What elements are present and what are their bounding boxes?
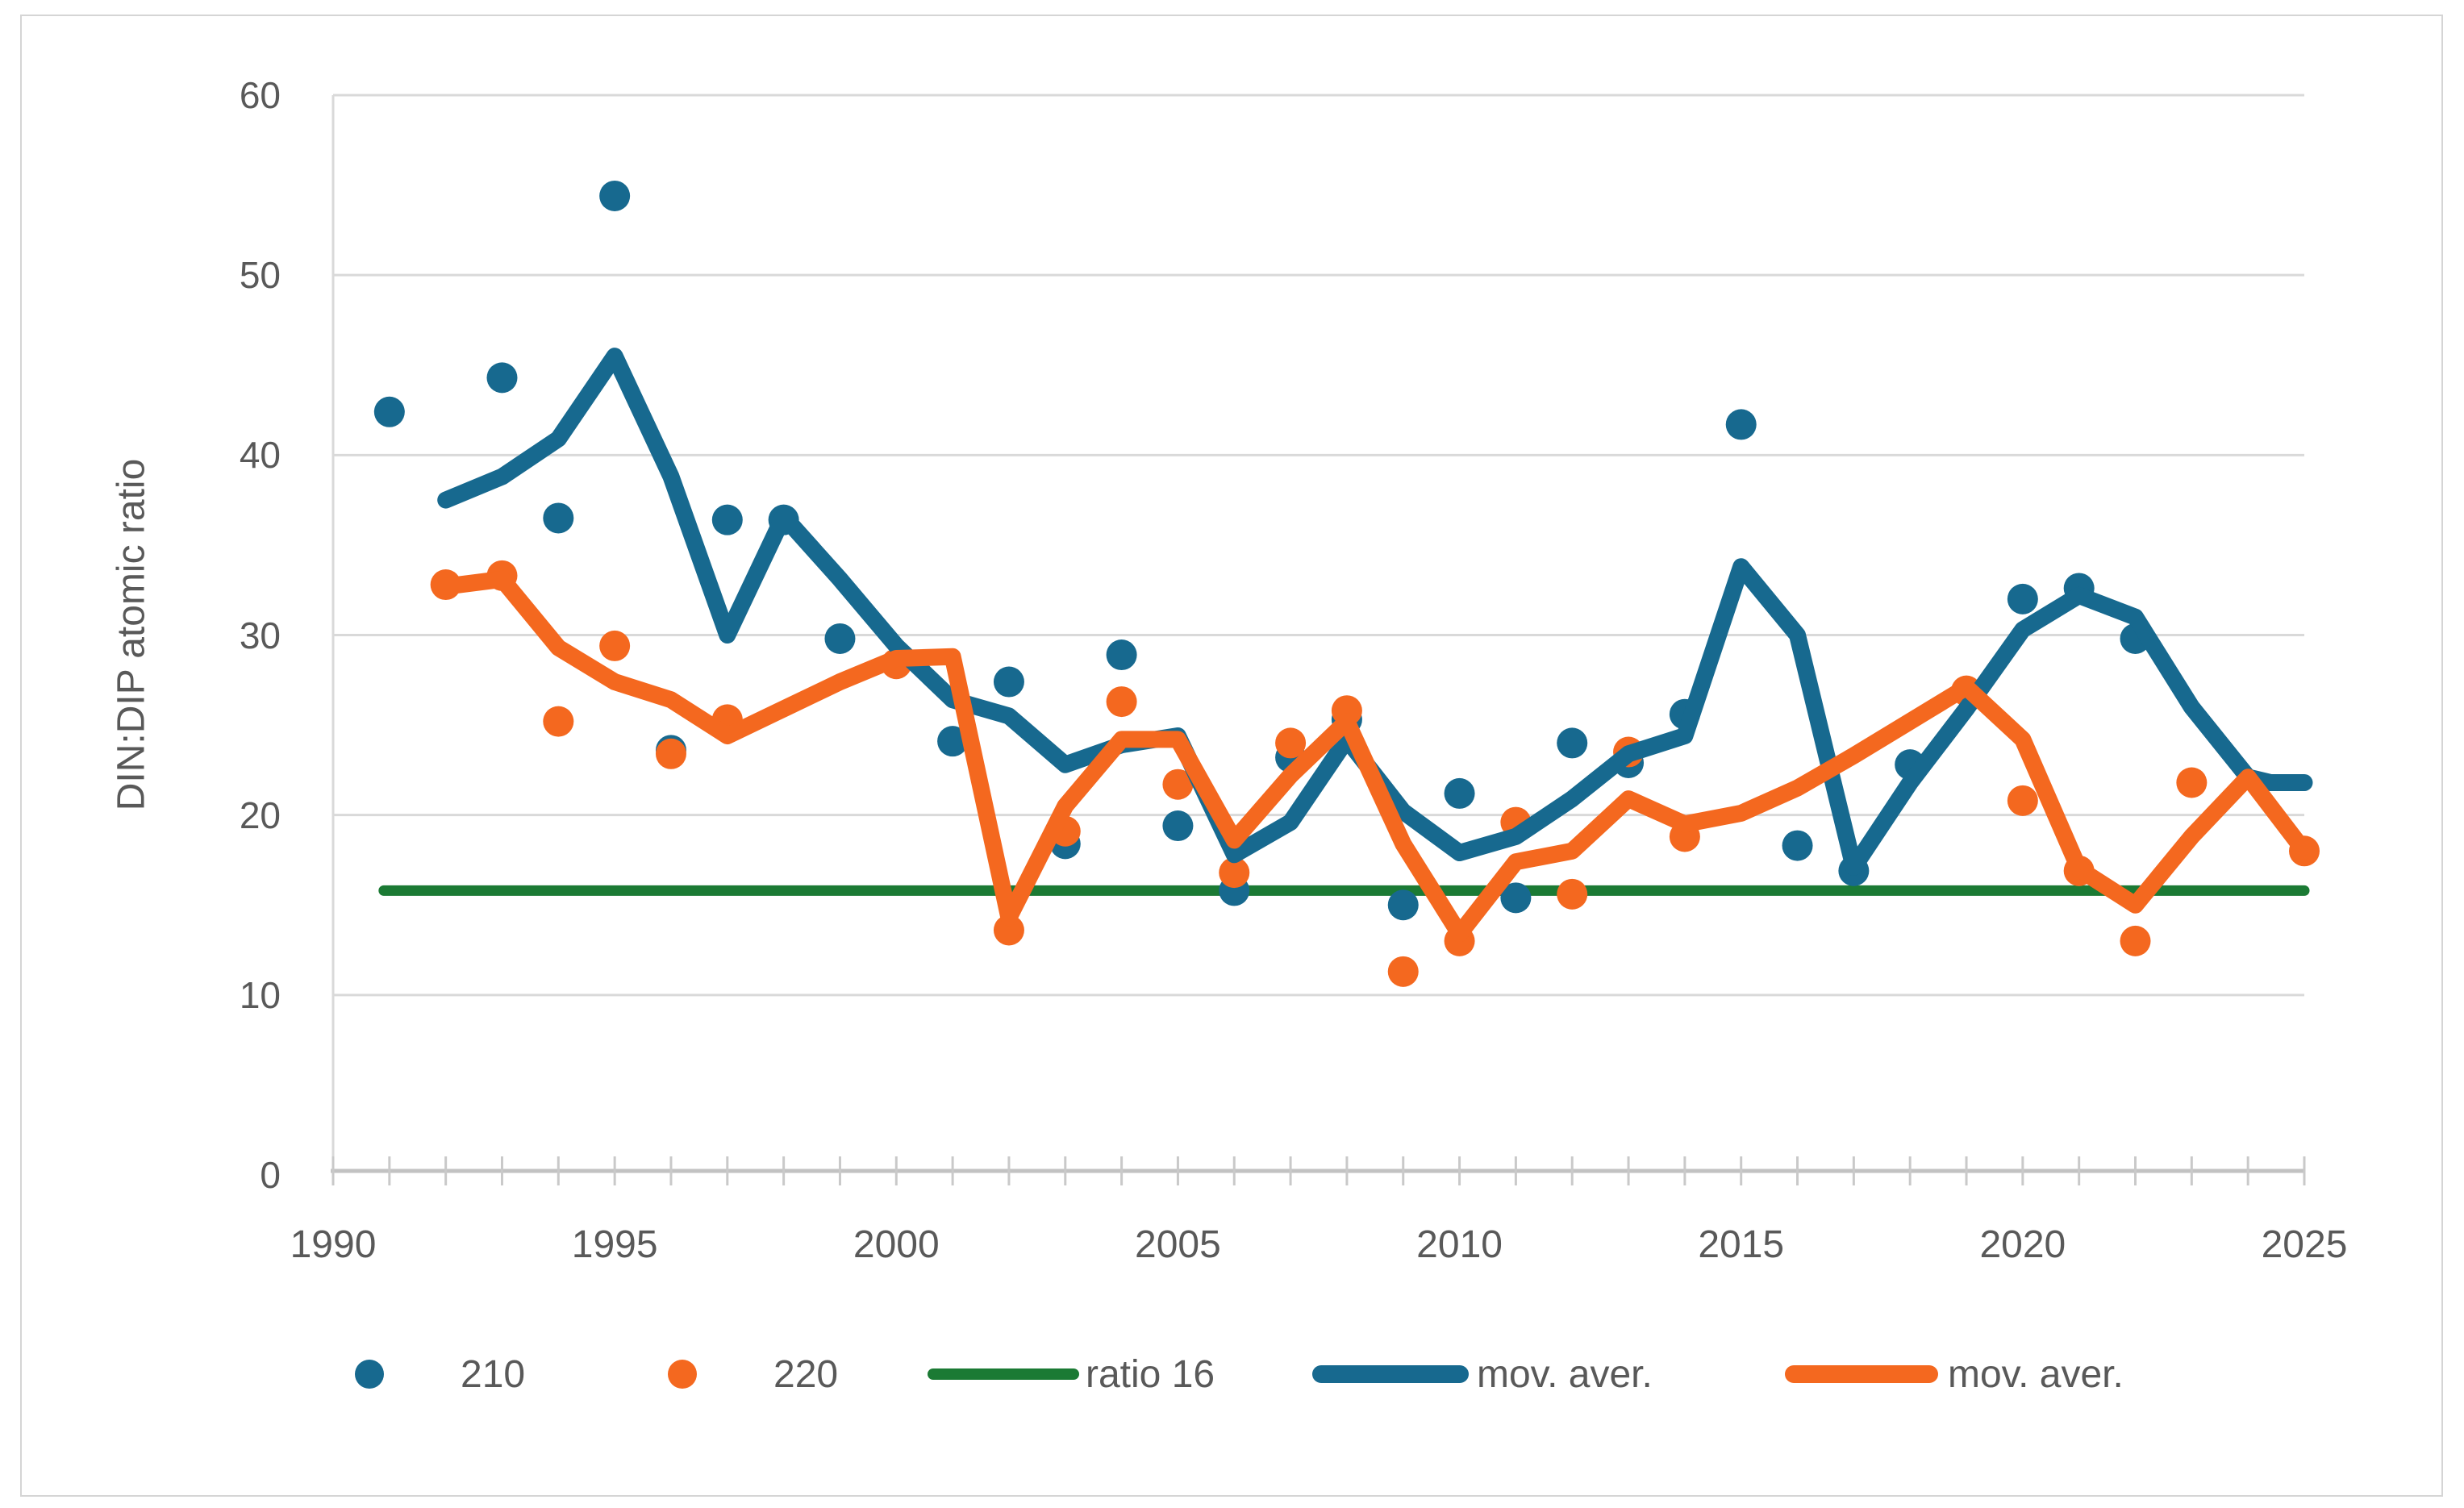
legend-label: ratio 16 xyxy=(1086,1352,1215,1396)
legend-item-210: 210 xyxy=(355,1348,525,1400)
legend-label: 210 xyxy=(461,1352,526,1396)
scatter-dot-220 xyxy=(1275,727,1307,759)
x-tick-label: 2025 xyxy=(2261,1223,2348,1266)
y-tick-label: 30 xyxy=(239,614,281,656)
legend-item-ratio16: ratio 16 xyxy=(928,1348,1215,1400)
scatter-dot-210 xyxy=(543,502,574,534)
x-tick-label: 2000 xyxy=(853,1223,940,1266)
figure-border xyxy=(20,15,2443,1497)
y-tick-label: 10 xyxy=(239,973,281,1016)
scatter-dot-210 xyxy=(1782,830,1813,861)
scatter-dot-210 xyxy=(1444,777,1475,809)
scatter-dot-210 xyxy=(1725,409,1757,440)
scatter-dot-210 xyxy=(1106,639,1137,671)
scatter-dot-220 xyxy=(2176,767,2208,798)
y-tick-label: 60 xyxy=(239,74,281,116)
x-tick-label: 2005 xyxy=(1135,1223,1221,1266)
x-tick-label: 2010 xyxy=(1416,1223,1503,1266)
y-tick-label: 0 xyxy=(260,1154,281,1196)
scatter-dot-210 xyxy=(1500,882,1532,914)
scatter-dot-210 xyxy=(937,726,969,757)
legend-item-orange-mov-aver: mov. aver. xyxy=(1785,1348,2124,1400)
scatter-dot-210 xyxy=(1557,727,1588,759)
blue-moving-average-line xyxy=(437,348,2313,876)
green-line-marker-icon xyxy=(928,1368,1079,1380)
scatter-dot-220 xyxy=(1162,769,1194,800)
legend-label: mov. aver. xyxy=(1477,1352,1653,1396)
legend-item-blue-mov-aver: mov. aver. xyxy=(1312,1348,1653,1400)
orange-dot-marker-icon xyxy=(668,1360,697,1389)
legend-label: mov. aver. xyxy=(1948,1352,2124,1396)
scatter-dot-210 xyxy=(993,666,1024,698)
legend-label: 220 xyxy=(773,1352,839,1396)
scatter-dot-220 xyxy=(655,738,686,769)
scatter-dot-210 xyxy=(1387,889,1419,921)
y-axis-title: DIN:DIP atomic ratio xyxy=(110,458,153,811)
scatter-dot-220 xyxy=(1387,956,1419,987)
y-tick-label: 40 xyxy=(239,434,281,477)
scatter-dot-220 xyxy=(599,630,631,661)
scatter-dot-220 xyxy=(2007,785,2038,816)
scatter-dot-210 xyxy=(373,396,405,427)
scatter-dot-210 xyxy=(2007,583,2038,614)
scatter-dot-210 xyxy=(599,180,631,211)
scatter-dot-210 xyxy=(824,623,856,654)
scatter-dot-210 xyxy=(486,362,518,394)
orange-moving-average-line xyxy=(437,570,2313,943)
x-tick-label: 1995 xyxy=(571,1223,658,1266)
x-tick-label: 1990 xyxy=(290,1223,377,1266)
scatter-dot-220 xyxy=(2120,925,2151,956)
scatter-dot-210 xyxy=(711,504,743,535)
y-tick-label: 50 xyxy=(239,254,281,297)
scatter-dot-220 xyxy=(993,914,1024,946)
legend-item-220: 220 xyxy=(668,1348,838,1400)
scatter-dot-220 xyxy=(1219,857,1250,889)
blue-dot-marker-icon xyxy=(355,1360,384,1389)
orange-line-marker-icon xyxy=(1785,1365,1938,1383)
scatter-dot-220 xyxy=(543,706,574,737)
y-tick-label: 20 xyxy=(239,794,281,836)
scatter-dot-220 xyxy=(1106,686,1137,718)
x-tick-label: 2020 xyxy=(1979,1223,2066,1266)
blue-line-marker-icon xyxy=(1312,1365,1469,1383)
x-tick-label: 2015 xyxy=(1698,1223,1785,1266)
scatter-dot-210 xyxy=(1162,810,1194,842)
legend: 210 220 ratio 16 mov. aver. mov. aver. xyxy=(0,1348,2464,1400)
scatter-dot-220 xyxy=(1557,878,1588,910)
